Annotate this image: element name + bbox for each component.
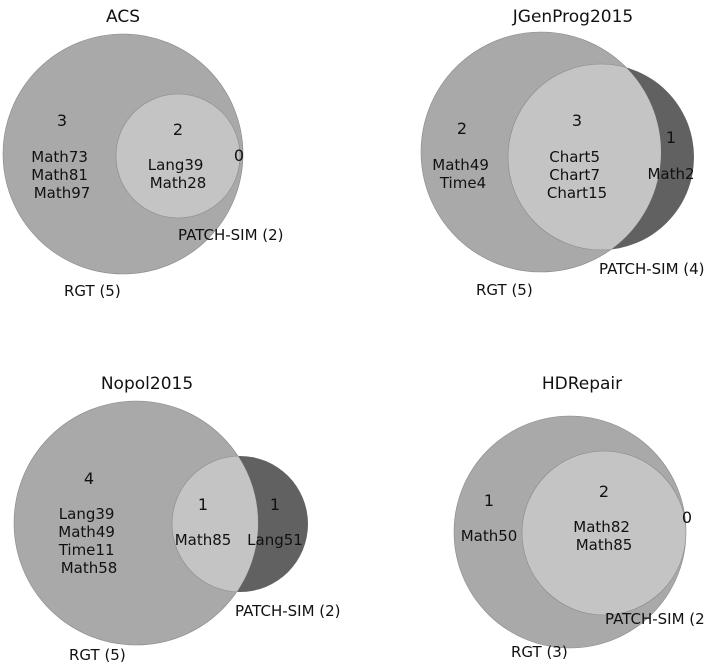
- patchsim-label: PATCH-SIM (4): [599, 260, 705, 278]
- patchsim-only-count: 1: [270, 495, 280, 514]
- patchsim-only-count: 0: [682, 508, 692, 527]
- intersection-region: [115, 93, 241, 219]
- patchsim-only-count: 1: [666, 128, 676, 147]
- diagram-title: ACS: [106, 7, 140, 27]
- patchsim-label: PATCH-SIM (2): [178, 226, 284, 244]
- venn-jgenprog2015: JGenProg2015 2 Math49 Time4 3 Chart5 Cha…: [420, 7, 705, 299]
- rgt-only-count: 3: [57, 111, 67, 130]
- patchsim-only-items: Math2: [647, 165, 694, 183]
- intersection-region: [507, 63, 661, 251]
- diagram-title: JGenProg2015: [512, 7, 633, 27]
- rgt-only-items: Math50: [461, 527, 518, 545]
- diagram-title: HDRepair: [542, 374, 622, 394]
- rgt-only-count: 4: [84, 469, 94, 488]
- intersection-count: 3: [572, 111, 582, 130]
- intersection-items: Math85: [175, 531, 232, 549]
- venn-nopol2015: Nopol2015 4 Lang39 Math49 Time11 Math58 …: [13, 374, 341, 664]
- rgt-only-items: Math73 Math81 Math97: [31, 148, 92, 202]
- rgt-label: RGT (5): [69, 646, 126, 664]
- intersection-count: 2: [173, 120, 183, 139]
- intersection-region: [521, 450, 686, 616]
- venn-hdrepair: HDRepair 1 Math50 2 Math82 Math85 0 PATC…: [453, 374, 705, 661]
- rgt-label: RGT (5): [476, 281, 533, 299]
- diagram-title: Nopol2015: [101, 374, 193, 394]
- patchsim-only-items: Lang51: [247, 531, 303, 549]
- intersection-count: 1: [198, 495, 208, 514]
- rgt-label: RGT (5): [64, 282, 121, 300]
- intersection-items: Math82 Math85: [573, 518, 634, 554]
- rgt-only-count: 1: [484, 491, 494, 510]
- rgt-only-items: Math49 Time4: [432, 156, 493, 192]
- intersection-items: Lang39 Math28: [148, 156, 208, 192]
- patchsim-label: PATCH-SIM (2): [235, 602, 341, 620]
- patchsim-label: PATCH-SIM (2: [605, 610, 705, 628]
- patchsim-only-count: 0: [234, 146, 244, 165]
- rgt-only-items: Lang39 Math49 Time11 Math58: [58, 505, 120, 577]
- rgt-label: RGT (3): [511, 643, 568, 661]
- venn-acs: ACS 3 Math73 Math81 Math97 2 Lang39 Math…: [2, 7, 284, 300]
- intersection-items: Chart5 Chart7 Chart15: [547, 148, 607, 202]
- rgt-only-count: 2: [457, 119, 467, 138]
- intersection-count: 2: [599, 482, 609, 501]
